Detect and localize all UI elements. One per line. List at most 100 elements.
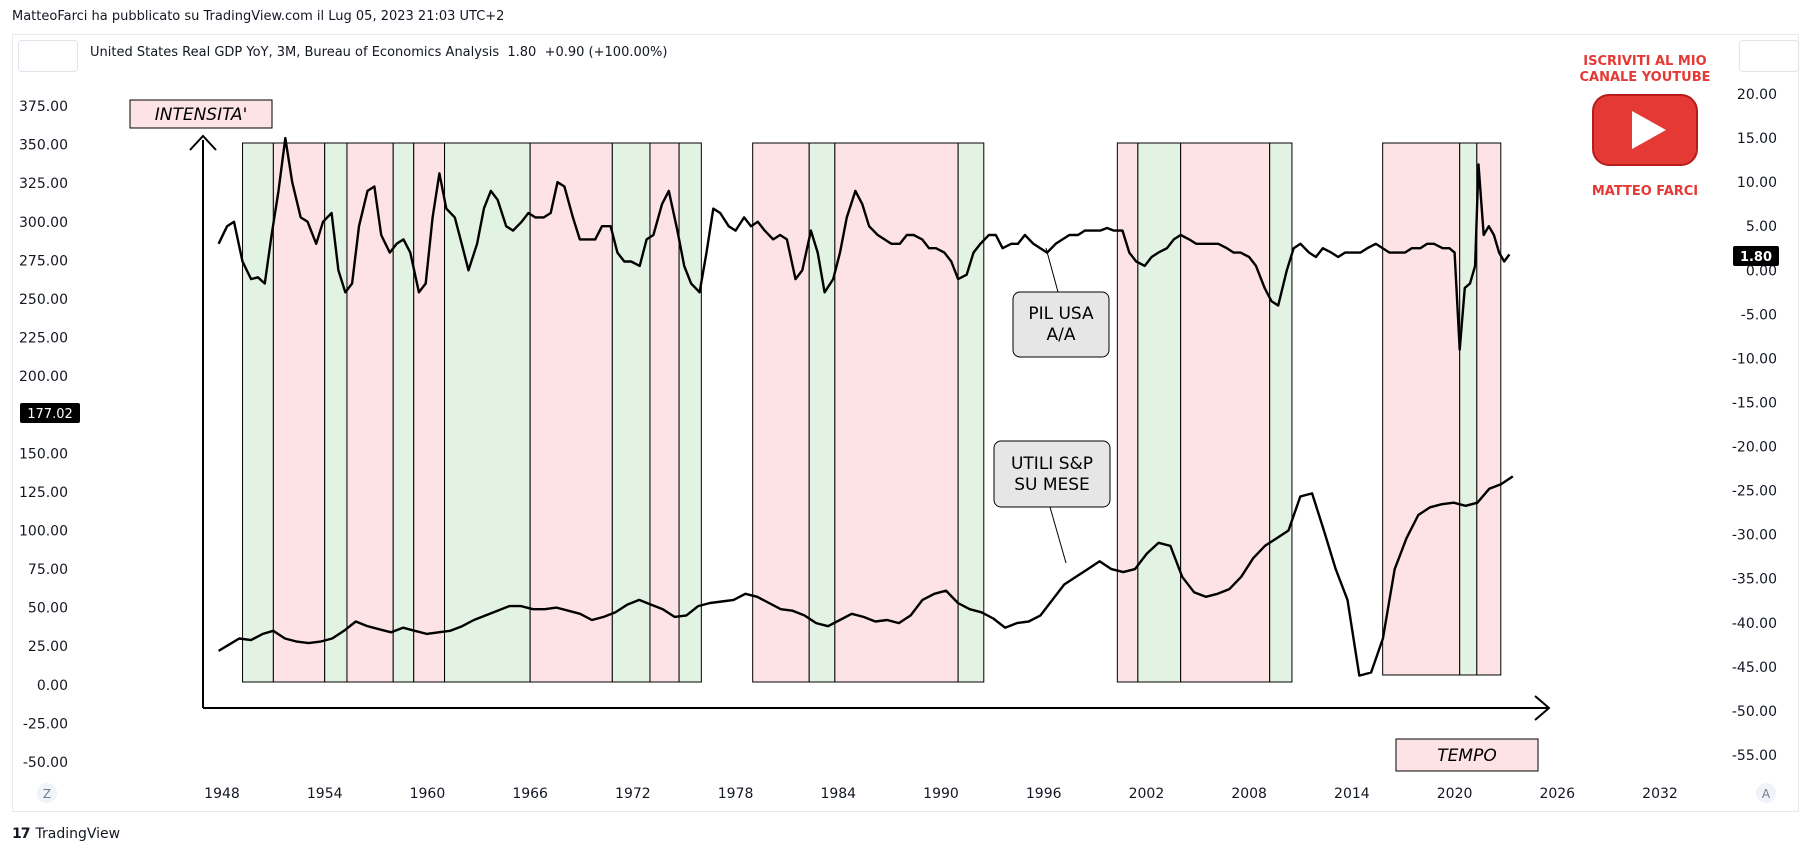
regime-band-red [752,142,810,683]
right-axis-tick-label: -15.00 [1732,395,1777,411]
regime-band-green [611,142,651,683]
y-axis-label: INTENSITA' [155,105,248,125]
right-axis-tick-label: -35.00 [1732,572,1777,588]
right-axis-tick-label: -45.00 [1732,660,1777,676]
regime-band-green [242,142,274,683]
x-axis-label: TEMPO [1437,746,1496,766]
regime-band-green [808,142,836,683]
x-axis-arrow-head [1534,695,1551,721]
x-axis-tick-label: 1954 [307,786,343,802]
regime-band-green [1137,142,1182,683]
sp-callout-line2: SU MESE [1014,475,1090,495]
regime-band-green [392,142,415,683]
x-axis-tick-label: 2032 [1642,786,1678,802]
gdp-callout-line2: A/A [1047,325,1076,345]
sp-callout-pointer [1049,506,1067,564]
regime-bands [242,142,1502,683]
left-axis-tick-label: 125.00 [19,485,68,501]
x-axis-tick-label: 1948 [204,786,240,802]
auto-scale-button[interactable] [1756,783,1776,803]
auto-scale-button-label: A [1762,787,1771,801]
right-axis-tick-label: 0.00 [1746,263,1777,279]
y-axis-arrow-head [189,134,217,151]
regime-band-red [272,142,326,683]
regime-band-green [1459,142,1478,676]
gdp-series-line [217,136,1511,351]
regime-band-red [1382,142,1461,676]
x-axis-tick-label: 2014 [1334,786,1370,802]
x-axis-tick-label: 2008 [1231,786,1267,802]
legend-toggle-right[interactable] [1739,40,1799,72]
left-axis-tick-label: 150.00 [19,446,68,462]
regime-band-red [1116,142,1139,683]
regime-band-red [1180,142,1271,683]
left-axis-tick-label: 100.00 [19,523,68,539]
sp-callout-box [993,440,1111,508]
gdp-callout-box [1012,291,1110,358]
left-axis-tick-label: 325.00 [19,176,68,192]
regime-band-red [1476,142,1502,676]
promo-line2: CANALE YOUTUBE [1579,70,1710,85]
attribution-text: MatteoFarci ha pubblicato su TradingView… [12,9,505,24]
right-axis-tick-label: -55.00 [1732,748,1777,764]
x-axis-tick-label: 2026 [1539,786,1575,802]
left-axis-tick-label: -25.00 [23,716,68,732]
x-axis-ticks: 1948 1954 1960 1966 1972 1978 1984 1990 1996 2002… [204,786,1678,802]
x-axis-tick-label: 1978 [718,786,754,802]
regime-band-red [413,142,446,683]
series-title: United States Real GDP YoY, 3M, Bureau o… [90,45,668,60]
left-axis-tick-label: 275.00 [19,253,68,269]
play-icon [1632,111,1666,149]
x-axis-tick-label: 1990 [923,786,959,802]
right-axis-ticks: 20.00 15.00 10.00 5.00 0.00 -5.00 -10.00 -15.00… [1732,87,1777,764]
right-axis-tick-label: -20.00 [1732,440,1777,456]
left-axis-tick-label: 25.00 [28,639,68,655]
promo-line1: ISCRIVITI AL MIO [1583,54,1706,69]
chart-frame [12,34,1799,812]
x-axis-tick-label: 1966 [512,786,548,802]
right-axis-tick-label: 5.00 [1746,219,1777,235]
right-value-badge [1733,246,1779,266]
x-axis-tick-label: 1984 [820,786,856,802]
tradingview-icon: 17 [12,826,31,842]
series-lines [217,136,1514,677]
promo-author: MATTEO FARCI [1592,184,1698,199]
left-axis-tick-label: 50.00 [28,601,68,617]
left-axis-ticks: 375.00 350.00 325.00 300.00 275.00 250.00 225.… [19,99,68,771]
sp-callout-line1: UTILI S&P [1011,454,1093,474]
left-axis-tick-label: 250.00 [19,292,68,308]
right-axis-tick-label: 20.00 [1737,87,1777,103]
right-axis-tick-label: -10.00 [1732,351,1777,367]
right-axis-tick-label: -25.00 [1732,484,1777,500]
gdp-callout-line1: PIL USA [1028,304,1094,324]
left-axis-tick-label: -50.00 [23,755,68,771]
zoom-button[interactable] [37,783,57,803]
right-axis-tick-label: 10.00 [1737,175,1777,191]
regime-band-green [957,142,985,683]
x-axis-tick-label: 1960 [410,786,446,802]
sp-earnings-series-line [217,475,1514,677]
legend-toggle-left[interactable] [18,40,78,72]
gdp-callout-pointer [1045,247,1070,293]
right-axis-tick-label: -5.00 [1741,307,1777,323]
regime-band-green [324,142,348,683]
left-value-badge [20,403,80,423]
left-axis-tick-label: 0.00 [37,678,68,694]
regime-band-red [834,142,959,683]
y-axis-label-box [129,99,273,129]
right-axis-tick-label: -30.00 [1732,528,1777,544]
regime-band-red [346,142,394,683]
right-value-badge-text: 1.80 [1740,250,1772,265]
x-axis-label-box [1395,738,1539,772]
left-value-badge-text: 177.02 [27,407,73,422]
left-axis-tick-label: 375.00 [19,99,68,115]
right-axis-tick-label: -50.00 [1732,704,1777,720]
x-axis-tick-label: 1996 [1026,786,1062,802]
regime-band-green [1269,142,1293,683]
tradingview-logo[interactable]: 17 TradingView [12,826,120,842]
tradingview-brand: TradingView [35,826,121,842]
left-axis-tick-label: 225.00 [19,331,68,347]
left-axis-tick-label: 200.00 [19,369,68,385]
left-axis-tick-label: 300.00 [19,215,68,231]
